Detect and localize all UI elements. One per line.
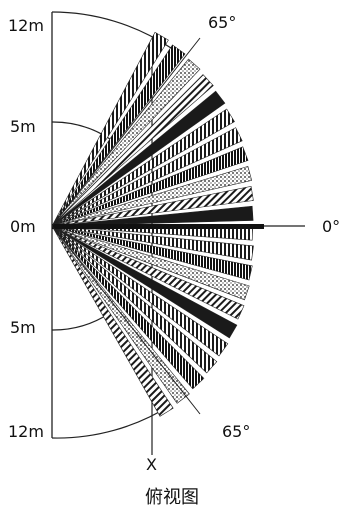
angle-line-bottom — [51, 225, 201, 415]
detection-zone-ray — [51, 225, 238, 339]
label-angle-bottom: 65° — [222, 422, 250, 441]
detection-zone-ray — [51, 225, 254, 261]
label-angle-top: 65° — [208, 13, 236, 32]
detection-zone-ray — [51, 225, 253, 281]
detection-zone-ray — [51, 74, 214, 227]
detection-zone-ray — [51, 58, 201, 227]
detection-zone-ray — [51, 225, 205, 390]
label-0m: 0m — [10, 217, 36, 236]
detection-zone-ray — [51, 44, 186, 227]
angle-line-top — [51, 37, 201, 227]
detection-zone-ray — [51, 146, 249, 227]
range-arc-5m-lower — [51, 312, 111, 331]
range-arc-12m-lower — [51, 404, 172, 439]
label-x-axis: X — [146, 455, 157, 474]
detection-zone-ray — [51, 225, 218, 374]
label-12m-bottom: 12m — [8, 422, 44, 441]
center-beam — [52, 224, 264, 229]
label-5m-bottom: 5m — [10, 318, 36, 337]
detection-zone-ray — [51, 127, 243, 227]
detection-zone-ray — [51, 90, 226, 227]
caption: 俯视图 — [145, 487, 199, 508]
label-5m-top: 5m — [10, 117, 36, 136]
label-12m-top: 12m — [8, 16, 44, 35]
label-angle-right: 0° — [322, 217, 340, 236]
detection-zone-ray — [51, 31, 169, 227]
detection-zone-ray — [51, 225, 229, 357]
detection-zone-ray — [51, 185, 254, 227]
detection-zone-ray — [51, 108, 235, 227]
detection-zone-ray — [51, 225, 245, 320]
detection-zone-ray — [51, 166, 253, 227]
detection-zone-ray — [51, 205, 254, 227]
detection-zone-ray — [51, 225, 174, 417]
detection-zone-ray — [51, 225, 250, 301]
detection-fan — [51, 31, 264, 417]
